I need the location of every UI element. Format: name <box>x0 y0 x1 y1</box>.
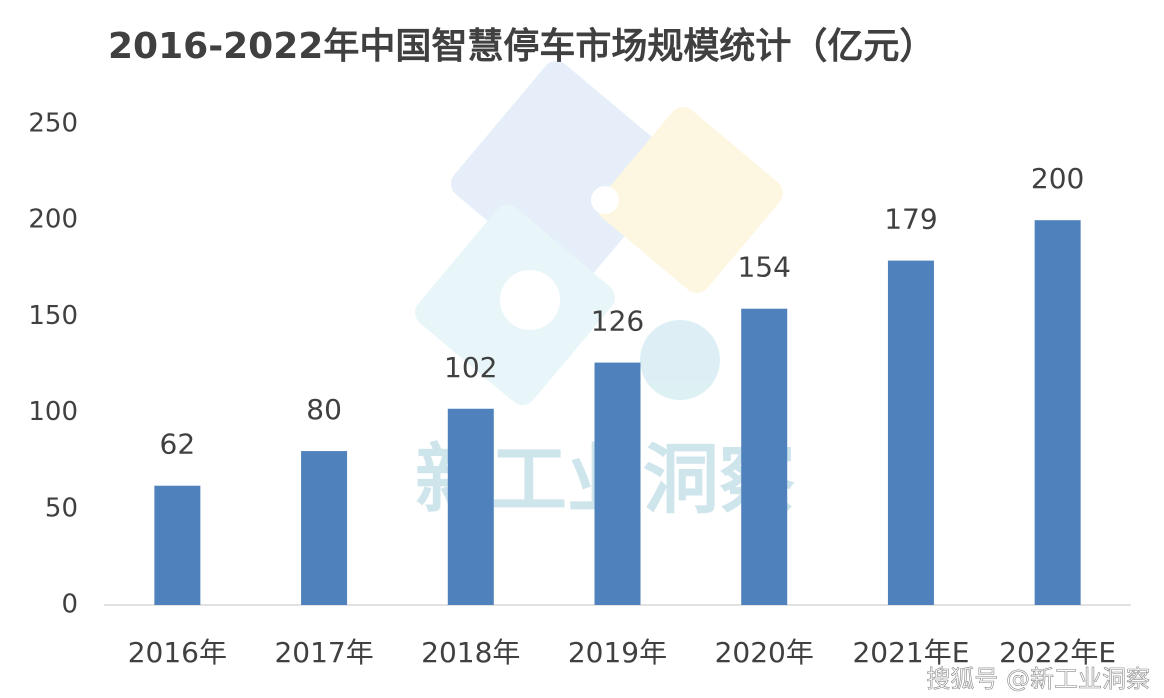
y-tick-label: 200 <box>28 205 78 235</box>
value-label: 62 <box>160 428 196 461</box>
x-tick-label: 2021年E <box>852 636 969 669</box>
x-tick-label: 2020年 <box>715 636 814 669</box>
x-tick-label: 2017年 <box>274 636 373 669</box>
bar <box>741 308 788 605</box>
y-tick-label: 50 <box>45 493 78 523</box>
bar <box>447 408 494 605</box>
bar <box>154 485 201 605</box>
bar <box>594 362 641 605</box>
value-label: 102 <box>444 351 497 384</box>
watermark-logo <box>415 60 783 405</box>
source-text: 搜狐号 @新工业洞察 <box>926 665 1150 693</box>
bar <box>887 260 934 605</box>
value-label: 80 <box>306 393 342 426</box>
y-tick-label: 0 <box>61 590 78 620</box>
y-tick-label: 250 <box>28 109 78 139</box>
x-tick-label: 2019年 <box>568 636 667 669</box>
x-tick-label: 2018年 <box>421 636 520 669</box>
value-label: 200 <box>1031 162 1084 195</box>
value-label: 126 <box>591 305 644 338</box>
y-tick-label: 100 <box>28 397 78 427</box>
x-tick-label: 2022年E <box>999 636 1116 669</box>
chart-title: 2016-2022年中国智慧停车市场规模统计（亿元） <box>108 26 935 67</box>
value-label: 179 <box>884 203 937 236</box>
value-label: 154 <box>737 251 790 284</box>
bar <box>1034 220 1081 605</box>
y-tick-label: 150 <box>28 301 78 331</box>
bar <box>301 451 348 605</box>
x-tick-label: 2016年 <box>128 636 227 669</box>
